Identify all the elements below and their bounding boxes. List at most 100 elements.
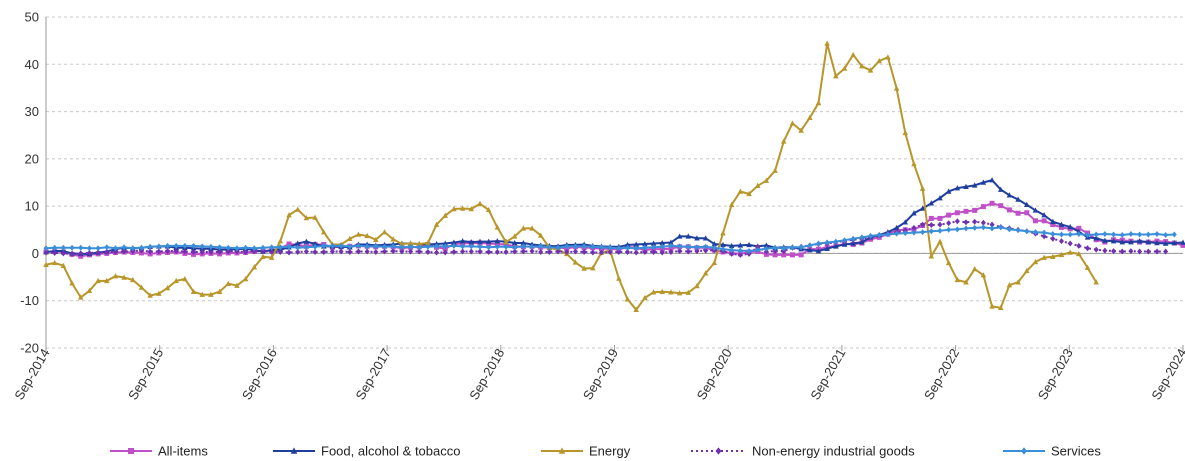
data-point (1110, 238, 1117, 244)
data-point (1111, 248, 1117, 255)
data-point (208, 291, 214, 297)
data-point (1024, 201, 1030, 207)
data-point (798, 252, 804, 258)
data-point (78, 244, 84, 251)
data-point (60, 262, 67, 268)
data-point (1128, 239, 1134, 245)
data-point (737, 242, 744, 248)
data-point (468, 239, 475, 245)
data-point (972, 224, 978, 231)
data-point (295, 249, 301, 256)
data-point (78, 250, 84, 257)
data-point (572, 243, 578, 250)
data-point (963, 225, 969, 232)
data-point (954, 210, 960, 216)
data-point (715, 447, 722, 455)
data-point (616, 245, 622, 252)
data-point (321, 242, 327, 249)
data-point (529, 248, 535, 255)
data-point (868, 232, 874, 239)
data-point (390, 243, 396, 250)
data-point (989, 200, 995, 206)
data-point (607, 249, 613, 256)
data-point (130, 276, 136, 283)
x-tick-label: Sep-2022 (921, 346, 962, 402)
data-point (1050, 253, 1056, 259)
data-point (208, 243, 214, 250)
data-point (598, 249, 604, 256)
data-point (1032, 258, 1039, 265)
x-tick-labels: Sep-2014 Sep-2015 Sep-2016 Sep-2017 Sep-2018… (11, 346, 1185, 402)
data-point (321, 249, 327, 256)
data-point (43, 249, 49, 256)
data-point (399, 244, 405, 251)
data-point (850, 235, 856, 242)
data-point (503, 243, 509, 250)
data-point (1119, 248, 1125, 255)
data-point (199, 249, 205, 256)
data-point (937, 227, 943, 234)
data-point (277, 249, 283, 256)
data-point (781, 245, 787, 252)
series-line (45, 42, 1098, 311)
data-point (676, 290, 683, 296)
legend-item: Food, alcohol & tobacco (273, 444, 460, 459)
data-point (616, 249, 622, 256)
data-point (451, 205, 457, 212)
data-point (1024, 210, 1030, 216)
legend-label: All-items (158, 444, 208, 459)
data-point (1041, 229, 1047, 236)
data-point (1128, 231, 1134, 238)
data-point (164, 284, 171, 291)
data-point (763, 177, 770, 183)
data-point (477, 238, 483, 244)
data-point (755, 243, 761, 250)
data-point (269, 244, 275, 251)
data-point (893, 224, 900, 231)
data-point (1015, 227, 1021, 234)
series-non-energy-industrial-goods (43, 218, 1169, 258)
data-point (902, 219, 909, 225)
data-point (894, 230, 900, 237)
data-point (555, 244, 561, 251)
data-point (520, 225, 527, 231)
data-point (1145, 231, 1151, 238)
data-point (503, 249, 509, 256)
data-point (468, 243, 474, 250)
data-point (694, 248, 700, 255)
data-point (147, 248, 153, 255)
data-point (538, 243, 544, 250)
data-point (859, 63, 865, 69)
data-point (390, 236, 396, 242)
data-point (86, 249, 92, 256)
data-point (954, 226, 960, 233)
data-point (1050, 231, 1056, 238)
data-point (711, 244, 717, 251)
data-point (486, 249, 492, 256)
data-point (381, 229, 388, 235)
legend: All-items Food, alcohol & tobacco Energy No… (110, 444, 1101, 459)
data-point (425, 249, 431, 256)
x-tick-label: Sep-2015 (125, 346, 166, 402)
data-point (269, 249, 275, 256)
legend-label: Energy (589, 444, 631, 459)
data-point (251, 245, 257, 252)
y-tick-label: -10 (20, 293, 39, 308)
data-point (1076, 250, 1082, 257)
data-point (329, 242, 335, 249)
data-point (998, 224, 1004, 231)
data-point (51, 259, 58, 266)
x-tick-label: Sep-2016 (239, 346, 280, 402)
data-point (685, 289, 692, 295)
data-point (156, 290, 162, 296)
data-point (572, 259, 579, 265)
data-point (694, 244, 700, 251)
data-point (460, 243, 466, 250)
data-point (529, 243, 535, 250)
data-point (442, 212, 449, 218)
data-point (937, 238, 943, 244)
data-point (850, 51, 856, 58)
data-point (685, 233, 692, 239)
data-point (529, 225, 535, 231)
data-point (633, 306, 639, 312)
